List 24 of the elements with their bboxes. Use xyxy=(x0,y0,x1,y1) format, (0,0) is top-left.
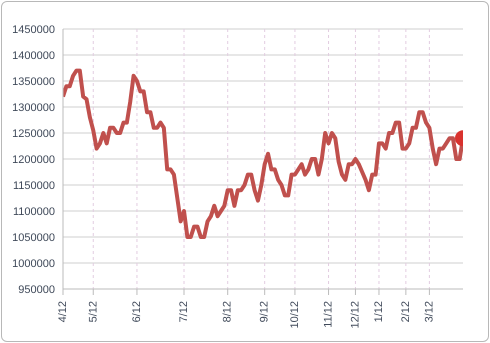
x-tick-label: 8/12 xyxy=(222,301,234,322)
y-tick-label: 1150000 xyxy=(12,180,55,192)
x-tick-label: 10/12 xyxy=(288,301,301,329)
y-tick-label: 1200000 xyxy=(12,154,55,166)
y-tick-label: 1000000 xyxy=(12,258,55,270)
x-tick-label: 9/12 xyxy=(258,301,271,322)
x-tick-label: 5/12 xyxy=(87,301,100,322)
x-tick-label: 12/12 xyxy=(349,301,362,329)
y-tick-label: 1100000 xyxy=(12,206,55,218)
x-tick-label: 3/12 xyxy=(423,301,436,322)
y-tick-label: 1300000 xyxy=(12,102,55,114)
line-series xyxy=(63,68,463,239)
y-tick-label: 1050000 xyxy=(12,232,55,244)
y-tick-label: 1250000 xyxy=(12,128,55,140)
x-tick-label: 4/12 xyxy=(57,301,69,322)
y-tick-label: 1350000 xyxy=(12,76,55,88)
x-tick-label: 1/12 xyxy=(372,301,385,322)
x-tick-label: 11/12 xyxy=(322,301,335,328)
y-tick-label: 1400000 xyxy=(12,50,55,62)
x-tick-label: 6/12 xyxy=(130,301,143,322)
x-tick-label: 7/12 xyxy=(178,301,190,322)
x-tick-label: 2/12 xyxy=(400,301,412,322)
y-tick-label: 1450000 xyxy=(12,24,55,36)
y-tick-label: 950000 xyxy=(18,284,55,296)
